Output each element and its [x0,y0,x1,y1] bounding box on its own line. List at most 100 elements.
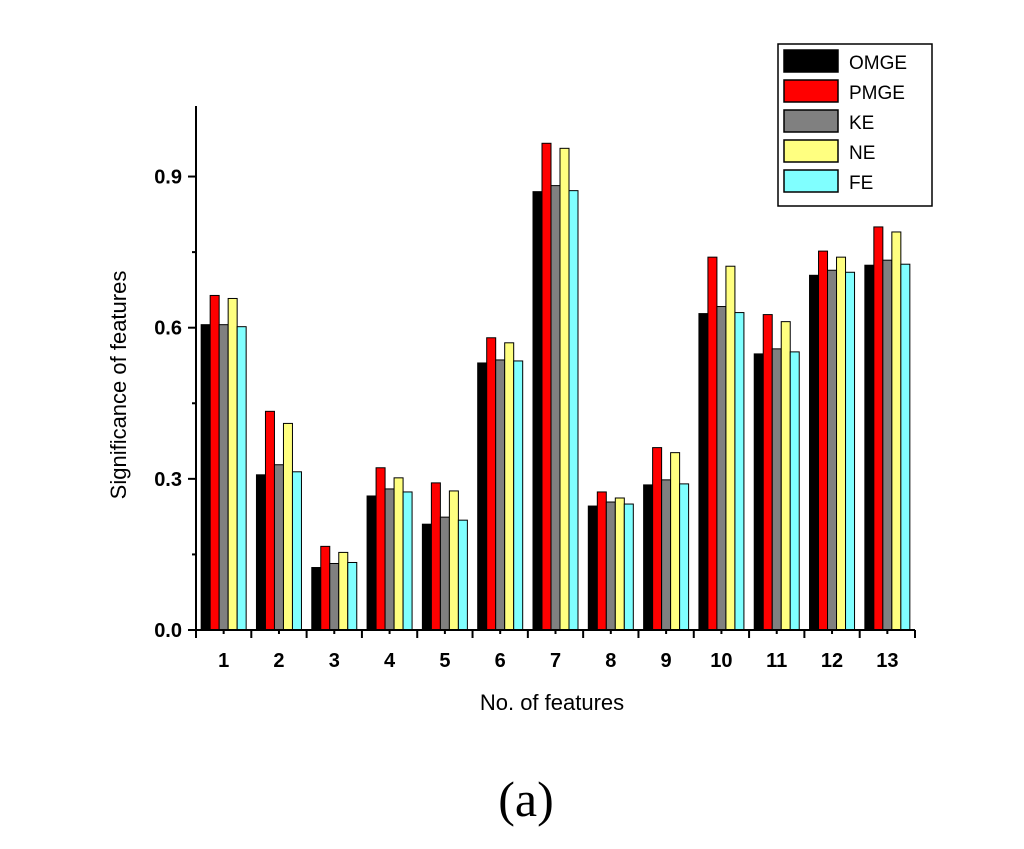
x-tick-label-11: 11 [766,650,787,672]
bar-pmge-7 [541,142,552,631]
bar-omge-3 [311,567,322,631]
bar-fe-8 [623,503,634,631]
bar-omge-5 [421,523,432,631]
bar-ne-1 [227,297,238,631]
legend-label-ke: KE [849,113,874,134]
bar-ke-3 [329,562,340,631]
legend-swatch-omge [783,49,839,73]
bar-ne-11 [780,321,791,631]
x-tick-label-10: 10 [710,650,732,672]
x-tick-label-2: 2 [273,650,284,672]
figure-caption: (a) [498,771,554,827]
bar-fe-13 [900,263,911,631]
bar-ke-4 [384,488,395,631]
bar-pmge-4 [375,467,386,631]
x-tick-label-7: 7 [550,650,561,672]
x-axis-title: No. of features [480,690,624,715]
bar-ke-11 [771,348,782,631]
bar-ke-2 [273,464,284,631]
y-tick-label: 0.0 [154,620,182,642]
bar-ne-7 [559,147,570,631]
bar-omge-12 [809,274,820,631]
x-tick-label-13: 13 [876,650,898,672]
x-tick-label-4: 4 [384,650,396,672]
y-tick-label: 0.9 [154,167,182,189]
y-tick-label: 0.6 [154,318,182,340]
x-tick-label-9: 9 [661,650,672,672]
bar-pmge-1 [209,294,220,631]
bar-ne-13 [891,231,902,631]
legend-label-pmge: PMGE [849,83,905,104]
bars-layer [200,142,911,631]
bar-ne-5 [448,490,459,631]
y-axis-title: Significance of features [106,271,131,500]
bar-fe-6 [513,360,524,631]
x-tick-label-5: 5 [439,650,450,672]
bar-fe-10 [734,312,745,631]
x-tick-label-8: 8 [605,650,616,672]
bar-pmge-2 [264,410,275,631]
bar-fe-7 [568,190,579,631]
bar-pmge-11 [762,314,773,631]
bar-chart: 0.00.30.60.9 1 2 3 4 5 6 7 8 9 10 11 12 13 No. of fe… [106,43,933,715]
bar-omge-11 [753,353,764,631]
bar-ne-3 [338,551,349,631]
legend-swatch-ne [783,139,839,163]
x-tick-label-1: 1 [218,650,229,672]
legend-swatch-pmge [783,79,839,103]
legend-swatch-ke [783,109,839,133]
bar-pmge-8 [596,491,607,631]
bar-pmge-10 [707,256,718,631]
bar-fe-3 [347,561,358,631]
bar-omge-13 [864,264,875,631]
bar-ke-8 [605,501,616,631]
bar-pmge-9 [652,447,663,631]
bar-fe-12 [845,271,856,631]
bar-ke-1 [218,324,229,631]
legend-label-fe: FE [849,173,873,194]
bar-fe-5 [457,519,468,631]
bar-ne-4 [393,477,404,631]
legend-label-omge: OMGE [849,53,907,74]
x-ticks: 1 2 3 4 5 6 7 8 9 10 11 12 13 [195,630,916,672]
bar-omge-4 [366,495,377,631]
bar-omge-9 [643,484,654,631]
bar-omge-2 [255,474,266,631]
bar-ne-10 [725,265,736,631]
bar-omge-8 [587,505,598,631]
x-tick-label-3: 3 [329,650,340,672]
bar-pmge-12 [818,250,829,631]
bar-fe-1 [236,326,247,631]
bar-pmge-5 [430,482,441,631]
legend: OMGE PMGE KE NE FE [777,43,933,207]
bar-fe-4 [402,491,413,631]
bar-fe-11 [789,351,800,631]
bar-omge-1 [200,324,211,631]
bar-pmge-3 [320,545,331,631]
bar-ne-8 [614,497,625,631]
bar-pmge-13 [873,226,884,631]
bar-ne-12 [836,256,847,631]
y-tick-label: 0.3 [154,469,182,491]
bar-ke-5 [439,516,450,631]
bar-ne-9 [670,452,681,631]
bar-omge-7 [532,191,543,631]
bar-ke-13 [882,259,893,631]
bar-pmge-6 [486,337,497,631]
bar-fe-9 [679,483,690,631]
bar-ke-9 [661,479,672,631]
bar-ke-7 [550,185,561,631]
x-tick-label-12: 12 [821,650,843,672]
bar-ne-6 [504,342,515,631]
x-tick-label-6: 6 [495,650,506,672]
bar-ke-6 [495,359,506,631]
legend-label-ne: NE [849,143,875,164]
bar-ne-2 [282,422,293,631]
y-ticks: 0.0 0.3 0.6 0.9 [154,167,196,642]
bar-omge-6 [477,362,488,631]
bar-omge-10 [698,313,709,631]
legend-swatch-fe [783,169,839,193]
bar-fe-2 [291,471,302,631]
bar-ke-10 [716,306,727,631]
bar-ke-12 [827,269,838,631]
